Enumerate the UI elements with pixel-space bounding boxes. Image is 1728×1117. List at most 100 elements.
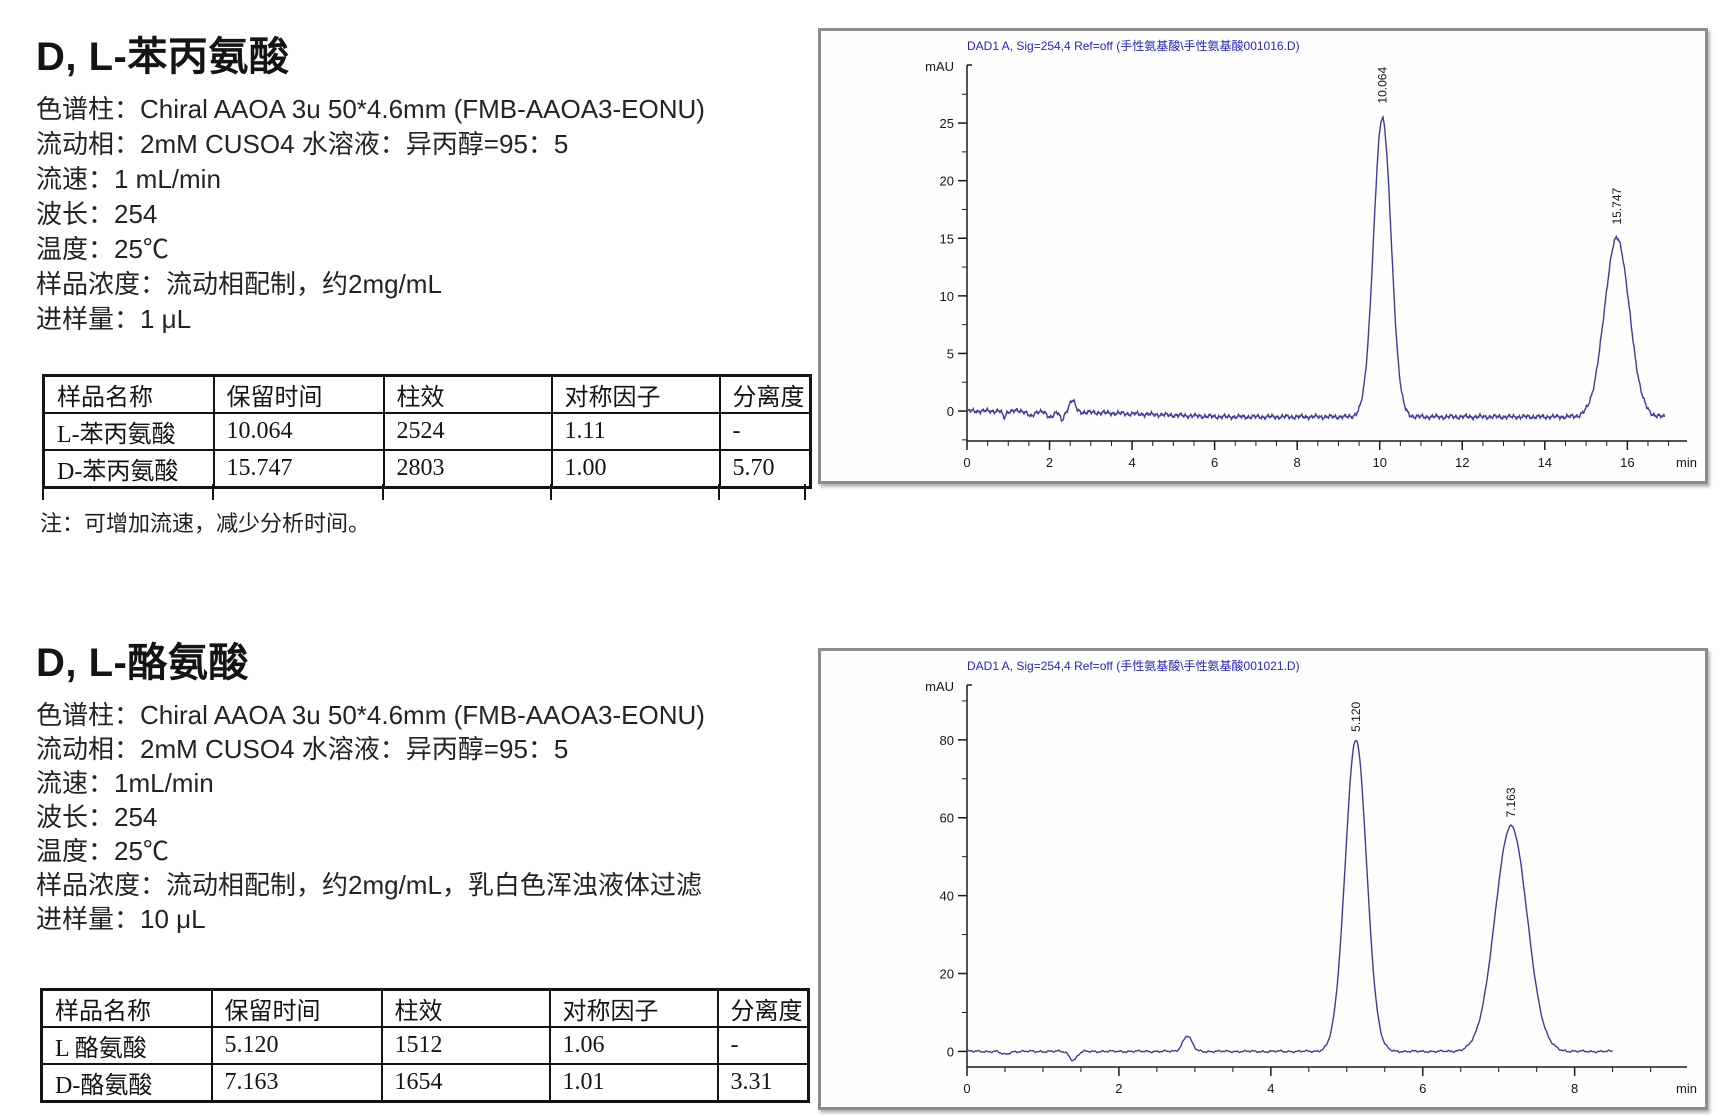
table-cell: 7.163	[210, 1063, 383, 1103]
condition-line: 流动相：2mM CUSO4 水溶液：异丙醇=95：5	[36, 129, 569, 159]
table-cell: 5.120	[210, 1026, 383, 1065]
table-cell: 15.747	[212, 449, 385, 489]
results-table-phenylalanine: 样品名称 保留时间 柱效 对称因子 分离度 L-苯丙氨酸 10.064 2524 1.11- D…	[42, 374, 812, 489]
table-cell: 1654	[380, 1063, 551, 1103]
signal-trace	[966, 739, 1613, 1062]
table-header-cell: 样品名称	[42, 374, 215, 414]
condition-line: 样品浓度：流动相配制，约2mg/mL	[36, 269, 442, 299]
table-cell: 10.064	[212, 412, 385, 451]
chart-title: DAD1 A, Sig=254,4 Ref=off (手性氨基酸\手性氨基酸00…	[967, 39, 1300, 53]
section-title: D, L-酪氨酸	[36, 641, 249, 685]
x-axis-tick-label: 6	[1211, 455, 1218, 470]
x-axis-tick-label: 2	[1115, 1081, 1122, 1096]
table-cell: 5.70	[718, 449, 811, 489]
table-cell: L 酪氨酸	[40, 1026, 213, 1065]
chromatogram-tyrosine: DAD1 A, Sig=254,4 Ref=off (手性氨基酸\手性氨基酸00…	[818, 648, 1708, 1110]
condition-line: 色谱柱：Chiral AAOA 3u 50*4.6mm (FMB-AAOA3-E…	[36, 700, 705, 730]
condition-line: 样品浓度：流动相配制，约2mg/mL，乳白色浑浊液体过滤	[36, 870, 702, 900]
x-axis-unit-label: min	[1676, 1081, 1697, 1096]
chromatogram-plot: 0 5 10 15 20 25 0 2 4 6 8 10 12 14 16 mAU min 10.064 15.74…	[925, 59, 1697, 470]
y-axis-tick-label: 10	[940, 289, 954, 304]
analysis-note: 注：可增加流速，减少分析时间。	[40, 511, 371, 536]
table-cell: -	[718, 412, 811, 451]
peak-label: 7.163	[1504, 787, 1518, 817]
conditions-list: 色谱柱：Chiral AAOA 3u 50*4.6mm (FMB-AAOA3-E…	[36, 92, 820, 337]
y-axis-tick-label: 0	[947, 1044, 954, 1059]
table-cell: 2524	[382, 412, 553, 451]
table-row: L-苯丙氨酸 10.064 2524 1.11-	[42, 412, 811, 451]
table-cell: 3.31	[716, 1063, 809, 1103]
table-cell: D-苯丙氨酸	[42, 449, 215, 489]
table-cell: L-苯丙氨酸	[42, 412, 215, 451]
table-row: L 酪氨酸 5.120 1512 1.06-	[40, 1026, 809, 1065]
condition-line: 流动相：2mM CUSO4 水溶液：异丙醇=95：5	[36, 734, 569, 764]
condition-line: 色谱柱：Chiral AAOA 3u 50*4.6mm (FMB-AAOA3-E…	[36, 94, 705, 124]
y-axis-tick-label: 0	[947, 404, 954, 419]
x-axis-tick-label: 2	[1046, 455, 1053, 470]
y-axis-tick-label: 5	[947, 346, 954, 361]
table-header-cell: 对称因子	[550, 374, 721, 414]
condition-line: 波长：254	[36, 802, 158, 832]
chart-title: DAD1 A, Sig=254,4 Ref=off (手性氨基酸\手性氨基酸00…	[967, 659, 1300, 673]
peak-label: 5.120	[1349, 701, 1363, 731]
table-header-cell: 对称因子	[548, 988, 719, 1028]
chromatogram-phenylalanine: DAD1 A, Sig=254,4 Ref=off (手性氨基酸\手性氨基酸00…	[818, 28, 1708, 484]
x-axis-tick-label: 8	[1294, 455, 1301, 470]
x-axis-tick-label: 6	[1419, 1081, 1426, 1096]
table-row: D-酪氨酸 7.163 1654 1.01 3.31	[40, 1063, 809, 1103]
table-cell: 1.01	[548, 1063, 719, 1103]
y-axis-tick-label: 20	[940, 174, 954, 189]
x-axis-tick-label: 4	[1267, 1081, 1274, 1096]
table-cell: 2803	[382, 449, 553, 489]
x-axis-tick-label: 0	[963, 1081, 970, 1096]
x-axis-tick-label: 10	[1372, 455, 1386, 470]
table-header-cell: 柱效	[380, 988, 551, 1028]
table-cell: 1.06	[548, 1026, 719, 1065]
y-axis-unit-label: mAU	[925, 679, 954, 694]
y-axis-tick-label: 15	[940, 231, 954, 246]
conditions-list: 色谱柱：Chiral AAOA 3u 50*4.6mm (FMB-AAOA3-E…	[36, 698, 820, 936]
table-row: D-苯丙氨酸 15.747 2803 1.00 5.70	[42, 449, 811, 489]
peak-label: 15.747	[1610, 187, 1624, 224]
table-header-cell: 分离度	[716, 988, 809, 1028]
signal-trace	[966, 114, 1666, 423]
x-axis-unit-label: min	[1676, 455, 1697, 470]
y-axis-tick-label: 20	[940, 967, 954, 982]
condition-line: 流速：1 mL/min	[36, 164, 221, 194]
x-axis-tick-label: 12	[1455, 455, 1469, 470]
condition-line: 温度：25℃	[36, 836, 169, 866]
table-cell: 1.11	[550, 412, 721, 451]
section-title: D, L-苯丙氨酸	[36, 35, 290, 79]
table-cell: D-酪氨酸	[40, 1063, 213, 1103]
condition-line: 进样量：10 μL	[36, 904, 206, 934]
y-axis-tick-label: 80	[940, 733, 954, 748]
peak-label: 10.064	[1375, 67, 1389, 104]
results-table-tyrosine: 样品名称 保留时间 柱效 对称因子 分离度 L 酪氨酸 5.120 1512 1.06- D-酪…	[40, 988, 810, 1103]
chromatogram-plot: 0 20 40 60 80 0 2 4 6 8 mAU min 5.120 7.163	[925, 679, 1697, 1096]
x-axis-tick-label: 14	[1538, 455, 1552, 470]
table-header-cell: 分离度	[718, 374, 811, 414]
x-axis-tick-label: 8	[1571, 1081, 1578, 1096]
y-axis-unit-label: mAU	[925, 59, 954, 74]
table-continuation-lines	[42, 484, 806, 500]
table-cell: 1512	[380, 1026, 551, 1065]
x-axis-tick-label: 0	[963, 455, 970, 470]
section-phenylalanine: D, L-苯丙氨酸 色谱柱：Chiral AAOA 3u 50*4.6mm (F…	[36, 24, 820, 337]
table-header-row: 样品名称 保留时间 柱效 对称因子 分离度	[42, 374, 811, 414]
y-axis-tick-label: 40	[940, 889, 954, 904]
section-tyrosine: D, L-酪氨酸 色谱柱：Chiral AAOA 3u 50*4.6mm (FM…	[36, 630, 820, 936]
condition-line: 波长：254	[36, 199, 158, 229]
condition-line: 进样量：1 μL	[36, 304, 192, 334]
table-cell: -	[716, 1026, 809, 1065]
x-axis-tick-label: 16	[1620, 455, 1634, 470]
table-header-row: 样品名称 保留时间 柱效 对称因子 分离度	[40, 988, 809, 1028]
table-header-cell: 柱效	[382, 374, 553, 414]
condition-line: 温度：25℃	[36, 234, 169, 264]
y-axis-tick-label: 60	[940, 811, 954, 826]
table-header-cell: 样品名称	[40, 988, 213, 1028]
condition-line: 流速：1mL/min	[36, 768, 214, 798]
table-header-cell: 保留时间	[210, 988, 383, 1028]
table-header-cell: 保留时间	[212, 374, 385, 414]
x-axis-tick-label: 4	[1128, 455, 1135, 470]
